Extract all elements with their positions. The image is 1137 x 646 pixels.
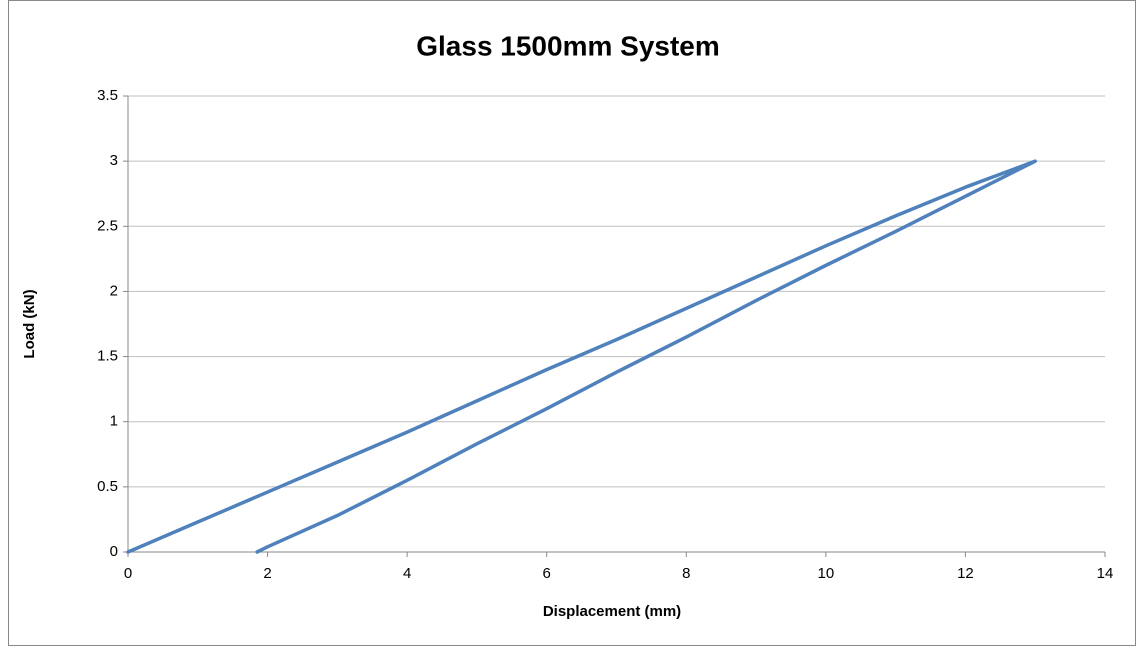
x-tick-label: 12: [957, 565, 974, 582]
x-tick-label: 4: [403, 565, 411, 582]
y-tick-label: 3.5: [97, 87, 118, 104]
x-tick-label: 0: [124, 565, 132, 582]
y-tick-label: 2.5: [97, 217, 118, 234]
y-tick-label: 3: [110, 152, 118, 169]
y-tick-label: 2: [110, 282, 118, 299]
x-tick-label: 14: [1097, 565, 1114, 582]
x-tick-label: 8: [682, 565, 690, 582]
y-tick-label: 0: [110, 543, 118, 560]
x-axis-label: Displacement (mm): [543, 603, 681, 620]
x-tick-label: 6: [543, 565, 551, 582]
chart-title: Glass 1500mm System: [416, 30, 720, 61]
y-tick-label: 1: [110, 413, 118, 430]
y-axis-label: Load (kN): [21, 289, 38, 358]
x-tick-label: 2: [263, 565, 271, 582]
data-line: [126, 159, 1037, 554]
y-tick-label: 0.5: [97, 478, 118, 495]
x-tick-label: 10: [818, 565, 835, 582]
chart-frame: [8, 0, 1136, 646]
y-tick-label: 1.5: [97, 348, 118, 365]
